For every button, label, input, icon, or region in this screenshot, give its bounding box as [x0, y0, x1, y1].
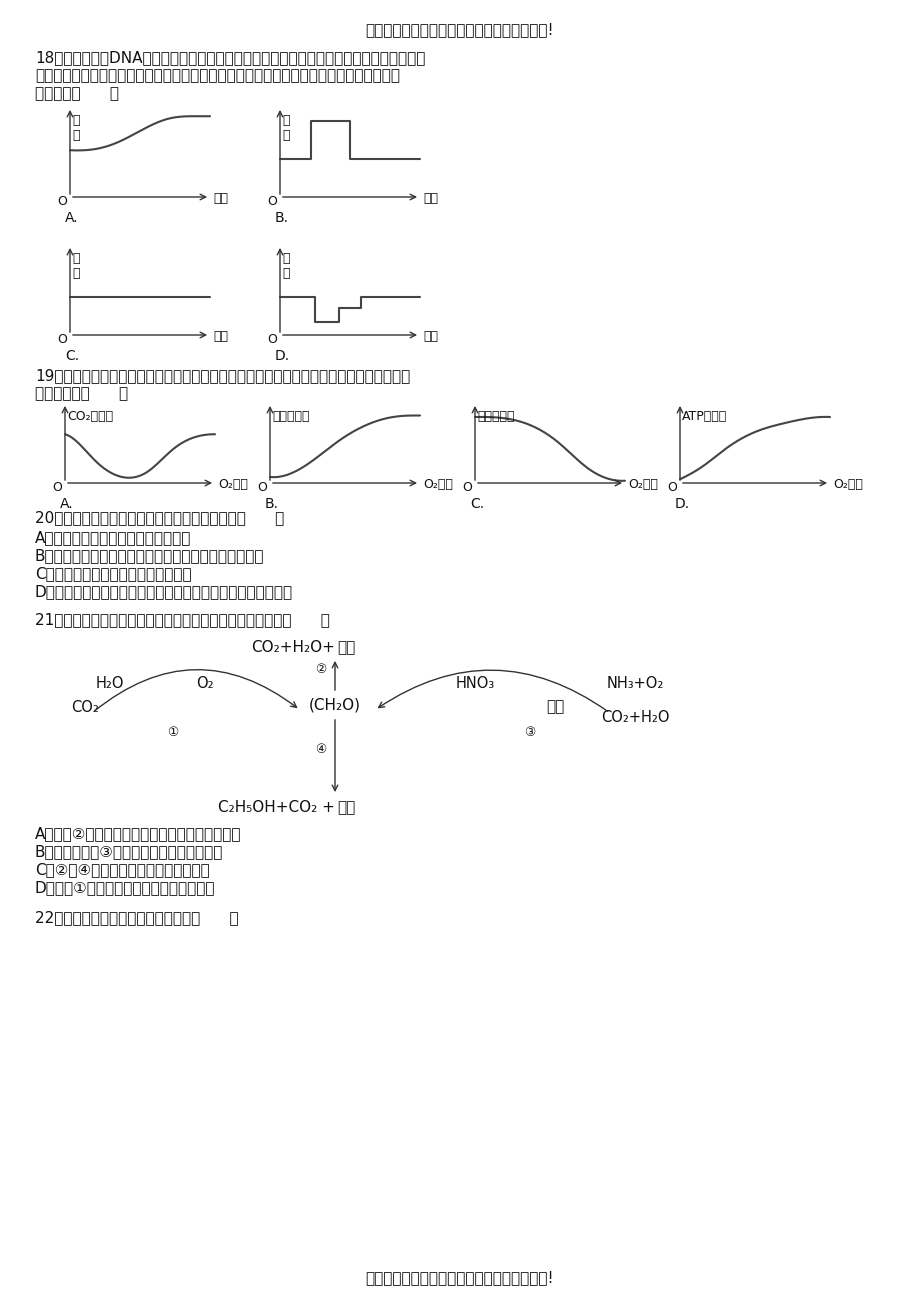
Text: 变化的是（      ）: 变化的是（ ） — [35, 86, 119, 102]
Text: NH₃+O₂: NH₃+O₂ — [606, 676, 663, 690]
Text: CO₂: CO₂ — [71, 699, 99, 715]
Text: O: O — [267, 195, 277, 208]
Text: 同步的，有的先复制成功，有的后复制成功．图中能真实反映染色体复制过程中染色体数目: 同步的，有的先复制成功，有的后复制成功．图中能真实反映染色体复制过程中染色体数目 — [35, 68, 400, 83]
Text: H₂O: H₂O — [96, 676, 124, 690]
Text: O₂浓度: O₂浓度 — [628, 478, 657, 491]
Text: O: O — [57, 333, 67, 346]
Text: A．过程②需要的酶均存在于线粒体内膜和基质上: A．过程②需要的酶均存在于线粒体内膜和基质上 — [35, 825, 242, 841]
Text: A.: A. — [65, 211, 78, 225]
Text: C₂H₅OH+CO₂ +: C₂H₅OH+CO₂ + — [218, 799, 335, 815]
Text: C．需要增加植株周围的二氧化碳浓度: C．需要增加植株周围的二氧化碳浓度 — [35, 566, 191, 581]
Text: 时间: 时间 — [423, 329, 437, 342]
Text: CO₂+H₂O+: CO₂+H₂O+ — [251, 641, 335, 655]
Text: 能量: 能量 — [336, 799, 355, 815]
Text: ④: ④ — [315, 743, 326, 756]
Text: D．必须降低作物周围空气中氧气的浓度以减少细胞的有氧呼吸: D．必须降低作物周围空气中氧气的浓度以减少细胞的有氧呼吸 — [35, 585, 293, 599]
Text: 酵母菌数量: 酵母菌数量 — [272, 410, 309, 423]
Text: D．过程①只能在植物细胞的叶绿体中进行: D．过程①只能在植物细胞的叶绿体中进行 — [35, 880, 215, 894]
Text: B.: B. — [265, 497, 278, 510]
Text: B．能进行过程③的生物无核膜，属于生产者: B．能进行过程③的生物无核膜，属于生产者 — [35, 844, 223, 859]
Text: ②: ② — [315, 664, 326, 677]
Text: 能量: 能量 — [336, 641, 355, 655]
Text: ATP产生量: ATP产生量 — [681, 410, 726, 423]
Text: 酒精产生量: 酒精产生量 — [476, 410, 514, 423]
Text: 时间: 时间 — [213, 329, 228, 342]
Text: (CH₂O): (CH₂O) — [309, 698, 360, 712]
Text: ③: ③ — [524, 727, 535, 740]
Text: 19．如图表示在一个固定容积的培养液中，一定时间内酵母菌相关指标与氧气浓度的关系，: 19．如图表示在一个固定容积的培养液中，一定时间内酵母菌相关指标与氧气浓度的关系… — [35, 368, 410, 383]
Text: C.: C. — [65, 349, 79, 363]
Text: ①: ① — [167, 727, 178, 740]
Text: 欢迎阅读本文档，希望本文档能对您有所帮助!: 欢迎阅读本文档，希望本文档能对您有所帮助! — [366, 22, 553, 36]
Text: C.: C. — [470, 497, 483, 510]
Text: HNO₃: HNO₃ — [455, 676, 494, 690]
Text: O₂: O₂ — [196, 676, 213, 690]
Text: D.: D. — [675, 497, 689, 510]
Text: 22．下列物质或结构中含有糖类的是（      ）: 22．下列物质或结构中含有糖类的是（ ） — [35, 910, 238, 924]
Text: CO₂释放量: CO₂释放量 — [67, 410, 113, 423]
Text: 能量: 能量 — [545, 699, 563, 715]
Text: 数
目: 数 目 — [72, 253, 79, 280]
Text: 时间: 时间 — [423, 191, 437, 204]
Text: 不正确的是（      ）: 不正确的是（ ） — [35, 385, 128, 401]
Text: 21．如图所示生物体部分代谢过程．下列有关分析正确的是（      ）: 21．如图所示生物体部分代谢过程．下列有关分析正确的是（ ） — [35, 612, 330, 628]
Text: O₂浓度: O₂浓度 — [218, 478, 247, 491]
Text: O: O — [267, 333, 277, 346]
Text: 数
目: 数 目 — [72, 115, 79, 142]
Text: 欢迎阅读本文档，希望本文档能对您有所帮助!: 欢迎阅读本文档，希望本文档能对您有所帮助! — [366, 1269, 553, 1285]
Text: 18．真核细胞的DNA是随着染色体的复制而复制的．研究表明，真核生物染色体的复制不是: 18．真核细胞的DNA是随着染色体的复制而复制的．研究表明，真核生物染色体的复制… — [35, 49, 425, 65]
Text: 时间: 时间 — [213, 191, 228, 204]
Text: O: O — [57, 195, 67, 208]
Text: B.: B. — [275, 211, 289, 225]
Text: O: O — [52, 480, 62, 493]
Text: 数
目: 数 目 — [282, 115, 289, 142]
Text: C．②和④过程只能发生于不同的细胞中: C．②和④过程只能发生于不同的细胞中 — [35, 862, 210, 878]
Text: O: O — [256, 480, 267, 493]
Text: O₂浓度: O₂浓度 — [832, 478, 862, 491]
Text: B．必须降低作物周围环境的温度才能增加有机物的积累: B．必须降低作物周围环境的温度才能增加有机物的积累 — [35, 548, 265, 562]
Text: D.: D. — [275, 349, 289, 363]
Text: O₂浓度: O₂浓度 — [423, 478, 452, 491]
Text: A．需要增加作物叶片吸收光能的面积: A．需要增加作物叶片吸收光能的面积 — [35, 530, 191, 546]
Text: CO₂+H₂O: CO₂+H₂O — [600, 710, 668, 725]
Text: 数
目: 数 目 — [282, 253, 289, 280]
Text: O: O — [461, 480, 471, 493]
Text: O: O — [666, 480, 676, 493]
Text: A.: A. — [60, 497, 74, 510]
Text: 20．种植农作物，必须考虑通风的问题．原因是（      ）: 20．种植农作物，必须考虑通风的问题．原因是（ ） — [35, 510, 284, 525]
